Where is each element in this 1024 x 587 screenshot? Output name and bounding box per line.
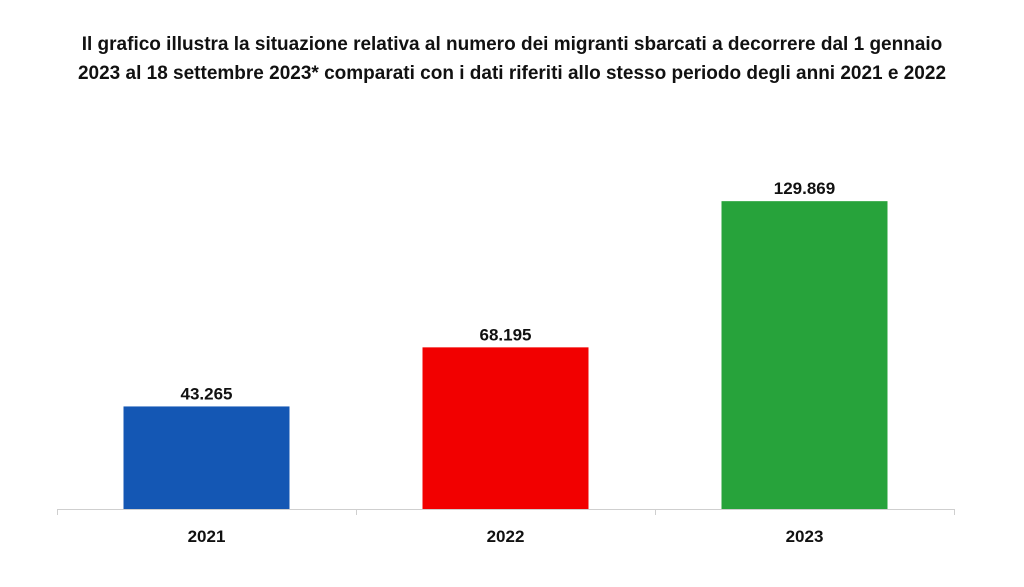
chart-title: Il grafico illustra la situazione relati…	[77, 34, 947, 84]
x-tick-label-2021: 2021	[188, 527, 226, 546]
bar-2021	[123, 406, 290, 509]
data-label-2022: 68.195	[480, 325, 532, 344]
x-tick-label-2023: 2023	[786, 527, 824, 546]
x-tick-label-2022: 2022	[487, 527, 525, 546]
data-label-2023: 129.869	[774, 179, 835, 198]
data-label-2021: 43.265	[181, 384, 233, 403]
bar-2023	[721, 201, 888, 510]
bar-2022	[422, 347, 589, 509]
